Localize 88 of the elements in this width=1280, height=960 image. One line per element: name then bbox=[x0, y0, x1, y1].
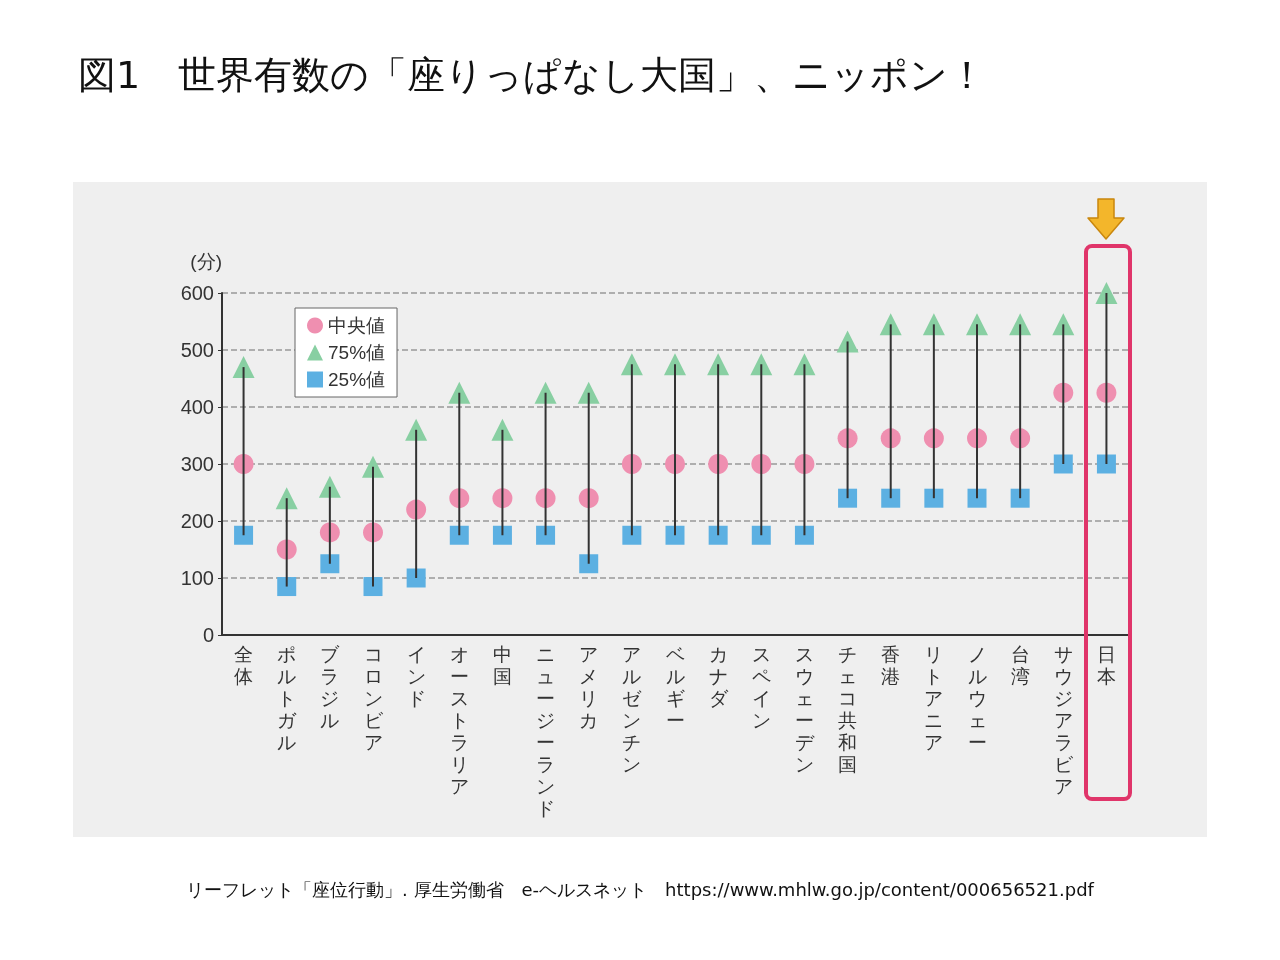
x-tick-label: インド bbox=[406, 643, 426, 709]
bar bbox=[415, 429, 418, 578]
y-axis-title: (分) bbox=[190, 251, 222, 272]
point bbox=[232, 356, 255, 379]
point bbox=[491, 418, 514, 441]
bar bbox=[501, 429, 504, 536]
x-tick-label: 台湾 bbox=[1010, 643, 1030, 687]
point bbox=[924, 488, 944, 508]
point bbox=[708, 525, 728, 545]
x-tick-label: 香港 bbox=[881, 643, 901, 687]
y-tick-label: 400 bbox=[180, 396, 214, 418]
point bbox=[881, 488, 901, 508]
point bbox=[1096, 454, 1116, 474]
point bbox=[838, 488, 858, 508]
point bbox=[664, 353, 686, 376]
point bbox=[665, 525, 685, 545]
point bbox=[277, 577, 297, 597]
x-tick-label: 全体 bbox=[234, 643, 254, 687]
y-tick-label: 300 bbox=[180, 453, 214, 475]
y-tick-label: 600 bbox=[180, 282, 214, 304]
y-tick-label: 100 bbox=[180, 567, 214, 589]
bar bbox=[458, 392, 461, 536]
x-tick-label: アメリカ bbox=[579, 643, 599, 731]
legend-label: 75%値 bbox=[328, 342, 386, 363]
point bbox=[363, 577, 383, 597]
x-tick-label: カナダ bbox=[708, 643, 729, 709]
point bbox=[1053, 454, 1073, 474]
bar bbox=[242, 367, 245, 536]
bar bbox=[285, 498, 288, 587]
bar bbox=[1062, 324, 1065, 464]
x-tick-label: ベルギー bbox=[665, 643, 685, 731]
point bbox=[577, 381, 600, 404]
x-tick-label: スペイン bbox=[751, 643, 771, 731]
point bbox=[1095, 282, 1118, 304]
bar bbox=[976, 324, 978, 499]
point bbox=[320, 554, 340, 574]
point bbox=[448, 381, 471, 404]
text: リーフレット「座位行動」. 厚生労働省 e-ヘルスネット https://www.mhlw.go.jp/content/000656521.pdf bbox=[185, 878, 1096, 902]
x-tick-label: サウジアラビア bbox=[1053, 643, 1074, 797]
bar bbox=[1105, 293, 1108, 464]
point bbox=[536, 525, 556, 545]
x-tick-label: 中国 bbox=[492, 643, 512, 687]
x-tick-label: アルゼンチン bbox=[622, 643, 643, 775]
bar bbox=[717, 364, 720, 536]
point bbox=[318, 475, 341, 498]
x-tick-label: リトアニア bbox=[924, 643, 944, 753]
bar bbox=[674, 364, 676, 536]
x-tick-label: オーストラリア bbox=[449, 643, 469, 797]
bar bbox=[760, 364, 763, 536]
bar bbox=[587, 392, 590, 564]
legend-label: 中央値 bbox=[328, 315, 385, 336]
x-tick-label: ニュージーランド bbox=[536, 643, 556, 819]
point bbox=[234, 525, 254, 545]
x-tick-label: ノルウェー bbox=[967, 643, 987, 753]
x-tick-label: コロンビア bbox=[363, 643, 384, 753]
point bbox=[579, 554, 599, 574]
bar bbox=[889, 324, 892, 499]
bar bbox=[544, 392, 547, 536]
bar bbox=[846, 341, 849, 499]
point bbox=[406, 568, 426, 588]
point bbox=[751, 525, 771, 545]
point bbox=[967, 488, 987, 508]
x-tick-label: チェコ共和国 bbox=[838, 643, 858, 775]
bar bbox=[932, 324, 935, 499]
point bbox=[449, 525, 469, 545]
point bbox=[405, 418, 428, 441]
point bbox=[966, 313, 988, 336]
y-tick-label: 500 bbox=[180, 339, 214, 361]
legend-label: 25%値 bbox=[328, 369, 386, 390]
y-tick-label: 0 bbox=[202, 624, 214, 646]
point bbox=[362, 455, 384, 478]
point bbox=[492, 525, 512, 545]
x-tick-label: 日本 bbox=[1096, 643, 1116, 687]
point bbox=[534, 381, 557, 404]
chart-title: 図1 世界有数の「座りっぱなし大国」、ニッポン！ bbox=[78, 52, 987, 99]
point bbox=[793, 353, 816, 376]
bar bbox=[803, 364, 806, 536]
bar bbox=[372, 466, 374, 587]
point bbox=[622, 525, 642, 545]
point bbox=[1010, 488, 1030, 508]
x-tick-label: ブラジル bbox=[320, 643, 341, 731]
point bbox=[794, 525, 814, 545]
bar bbox=[630, 364, 633, 536]
x-tick-label: ポルトガル bbox=[277, 643, 298, 753]
x-tick-label: スウェーデン bbox=[794, 643, 815, 775]
bar bbox=[1019, 324, 1022, 499]
y-tick-label: 200 bbox=[180, 510, 214, 532]
bar bbox=[328, 486, 331, 564]
